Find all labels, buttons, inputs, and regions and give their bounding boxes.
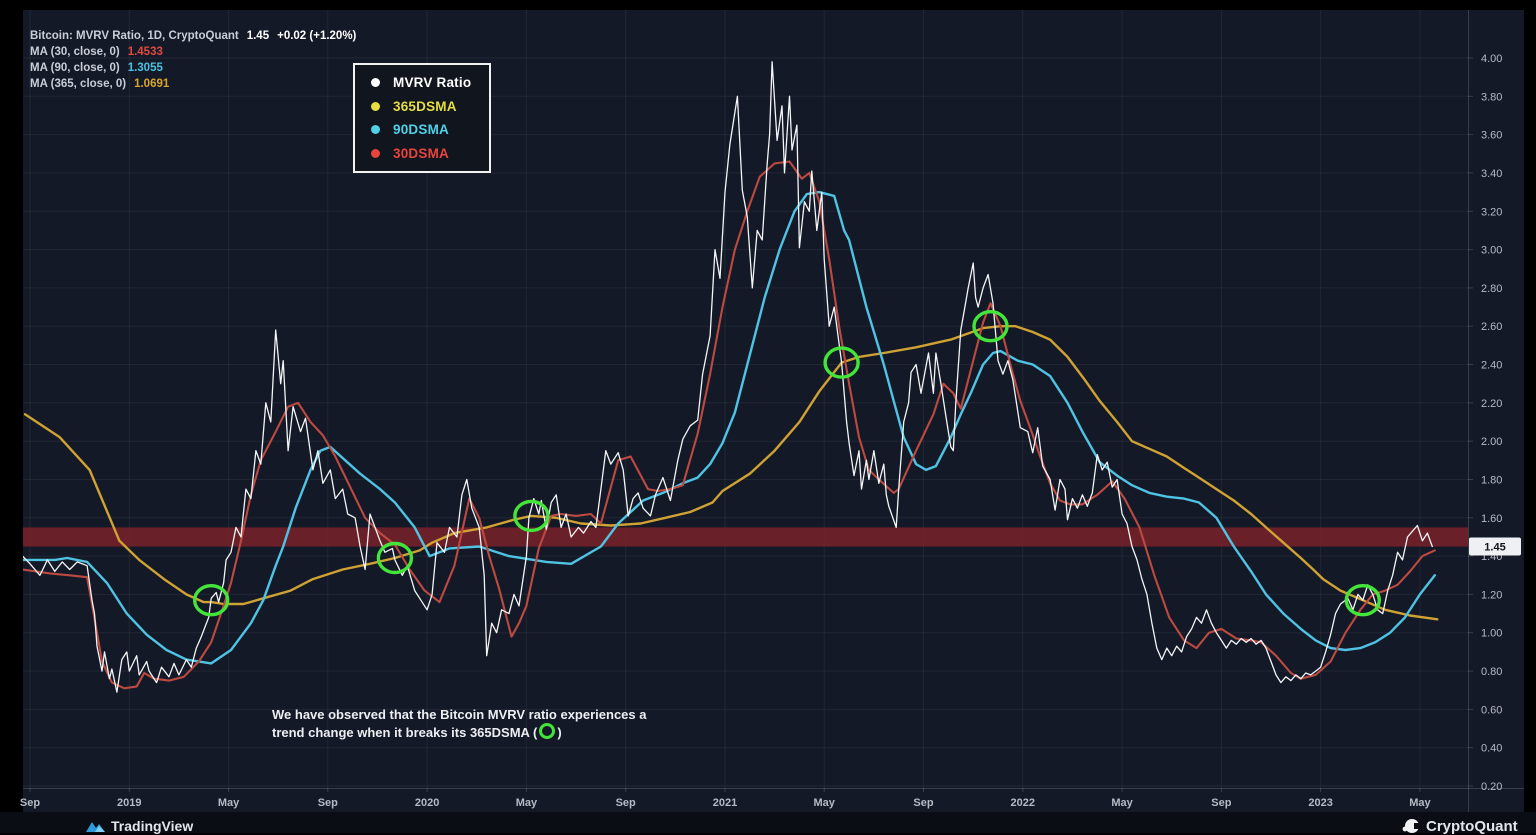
tradingview-logo-icon xyxy=(86,822,105,832)
symbol-row[interactable]: Bitcoin: MVRV Ratio, 1D, CryptoQuant 1.4… xyxy=(30,28,356,44)
time-tick-label[interactable]: 2019 xyxy=(117,797,141,809)
legend-label-30dsma: 30DSMA xyxy=(393,145,449,161)
price-tick-label[interactable]: 0.80 xyxy=(1481,666,1502,678)
price-tick-label[interactable]: 2.80 xyxy=(1481,283,1502,295)
legend-label-365dsma: 365DSMA xyxy=(393,98,457,114)
price-tick-label[interactable]: 1.80 xyxy=(1481,475,1502,487)
price-tick-label[interactable]: 3.80 xyxy=(1481,91,1502,103)
ma365-line xyxy=(23,325,1439,621)
ma90-dot-icon xyxy=(371,125,380,135)
price-tick-label[interactable]: 3.40 xyxy=(1481,168,1502,180)
time-tick-label[interactable]: May xyxy=(813,797,835,809)
price-tick-label[interactable]: 3.00 xyxy=(1481,245,1502,257)
trend-change-circle xyxy=(972,310,1009,343)
chart-annotation: We have observed that the Bitcoin MVRV r… xyxy=(272,707,646,741)
time-tick-label[interactable]: May xyxy=(218,797,240,809)
cryptoquant-watermark[interactable]: CryptoQuant xyxy=(1402,817,1518,835)
legend-item-mvrv: MVRV Ratio xyxy=(371,75,489,90)
time-tick-label[interactable]: 2022 xyxy=(1011,797,1035,809)
time-tick-label[interactable]: 2021 xyxy=(713,797,737,809)
last-price-tag xyxy=(1469,537,1521,556)
legend-item-30dsma: 30DSMA xyxy=(371,146,489,161)
valuation-band xyxy=(23,527,1468,547)
ma365-dot-icon xyxy=(371,101,380,111)
price-tick-label[interactable]: 0.60 xyxy=(1481,704,1502,716)
time-tick-label[interactable]: May xyxy=(516,797,538,809)
symbol-title: Bitcoin: MVRV Ratio, 1D, CryptoQuant xyxy=(30,30,239,42)
legend-item-90dsma: 90DSMA xyxy=(371,122,489,137)
annotation-line1: We have observed that the Bitcoin MVRV r… xyxy=(272,707,647,722)
tradingview-watermark[interactable]: TradingView xyxy=(86,818,193,834)
price-tick-label[interactable]: 2.00 xyxy=(1481,436,1502,448)
green-circle-icon xyxy=(539,723,556,739)
trend-change-circle xyxy=(513,499,550,533)
ma30-value: 1.4533 xyxy=(127,46,163,58)
mvrv-line xyxy=(23,61,1433,693)
last-price: 1.45 xyxy=(246,30,270,42)
price-tick-label[interactable]: 4.00 xyxy=(1481,53,1502,65)
price-tick-label[interactable]: 2.40 xyxy=(1481,360,1502,372)
last-price-tag-label: 1.45 xyxy=(1484,542,1505,554)
price-change: +0.02 (+1.20%) xyxy=(277,30,357,42)
time-tick-label[interactable]: Sep xyxy=(1211,797,1231,809)
legend-label-90dsma: 90DSMA xyxy=(393,122,449,138)
price-tick-label[interactable]: 1.20 xyxy=(1481,589,1502,601)
price-tick-label[interactable]: 2.20 xyxy=(1481,398,1502,410)
cryptoquant-logo-icon xyxy=(1402,819,1420,833)
legend-label-mvrv: MVRV Ratio xyxy=(393,75,472,91)
price-tick-label[interactable]: 0.40 xyxy=(1481,743,1502,755)
mvrv-dot-icon xyxy=(371,78,380,88)
ma30-label: MA (30, close, 0) xyxy=(30,46,120,58)
ma365-value: 1.0691 xyxy=(134,78,170,90)
price-tick-label[interactable]: 3.60 xyxy=(1481,130,1502,142)
price-tick-label[interactable]: 1.60 xyxy=(1481,513,1502,525)
chart-panel xyxy=(23,10,1524,812)
annotation-line2: trend change when it breaks its 365DSMA … xyxy=(272,723,562,740)
trend-change-circle xyxy=(376,541,414,575)
ma30-dot-icon xyxy=(371,148,380,158)
bottom-bar xyxy=(0,812,1536,833)
ma365-label: MA (365, close, 0) xyxy=(30,78,127,90)
price-tick-label[interactable]: 3.20 xyxy=(1481,206,1502,218)
time-tick-label[interactable]: Sep xyxy=(616,797,636,809)
trend-change-circle xyxy=(192,584,230,617)
series-legend: MVRV Ratio 365DSMA 90DSMA 30DSMA xyxy=(353,63,491,173)
legend-item-365dsma: 365DSMA xyxy=(371,99,489,114)
ma90-label: MA (90, close, 0) xyxy=(30,62,120,74)
time-tick-label[interactable]: May xyxy=(1409,797,1431,809)
chart-header: Bitcoin: MVRV Ratio, 1D, CryptoQuant 1.4… xyxy=(30,28,356,92)
time-tick-label[interactable]: 2023 xyxy=(1308,797,1332,809)
trend-change-circle xyxy=(1344,584,1382,617)
ma90-row[interactable]: MA (90, close, 0) 1.3055 xyxy=(30,60,356,76)
price-tick-label[interactable]: 2.60 xyxy=(1481,321,1502,333)
price-tick-label[interactable]: 0.20 xyxy=(1481,781,1502,793)
price-tick-label[interactable]: 1.00 xyxy=(1481,628,1502,640)
trend-change-circle xyxy=(823,346,860,379)
time-tick-label[interactable]: Sep xyxy=(913,797,933,809)
ma30-row[interactable]: MA (30, close, 0) 1.4533 xyxy=(30,44,356,60)
time-tick-label[interactable]: 2020 xyxy=(415,797,439,809)
time-tick-label[interactable]: May xyxy=(1111,797,1133,809)
ma90-value: 1.3055 xyxy=(127,62,163,74)
time-tick-label[interactable]: Sep xyxy=(20,797,40,809)
time-tick-label[interactable]: Sep xyxy=(318,797,338,809)
ma90-line xyxy=(23,190,1436,665)
ma365-row[interactable]: MA (365, close, 0) 1.0691 xyxy=(30,76,356,92)
